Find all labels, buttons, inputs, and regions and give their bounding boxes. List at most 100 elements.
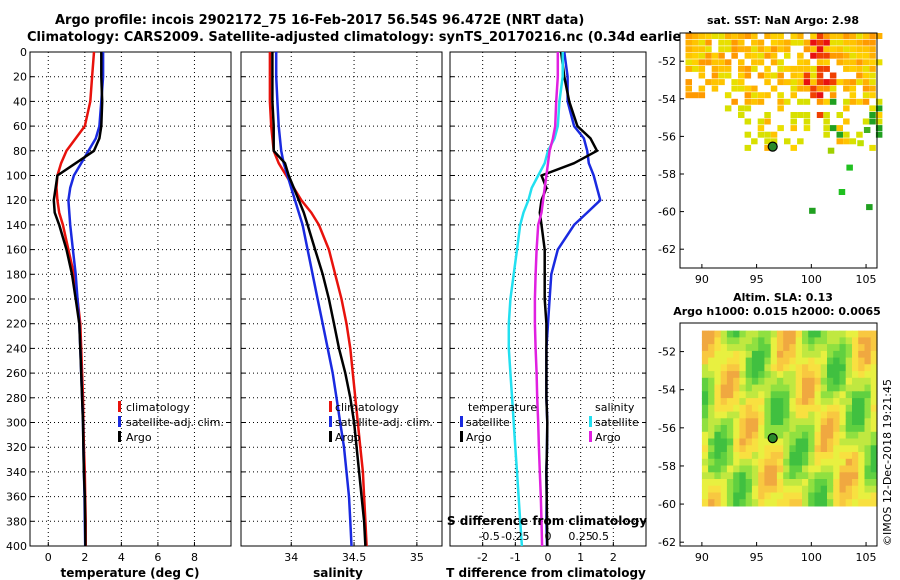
sla-cell <box>733 445 741 453</box>
sla-cell <box>845 364 853 372</box>
sla-cell <box>839 411 847 419</box>
sst-cell <box>751 39 758 46</box>
sst-cell <box>803 98 811 105</box>
x-tick-label: 35 <box>410 551 424 564</box>
sla-cell <box>814 330 822 338</box>
sla-cell <box>714 438 722 446</box>
sst-cell <box>711 33 719 39</box>
sst-cell <box>856 59 863 66</box>
sla-cell <box>870 492 878 500</box>
sla-cell <box>795 371 803 379</box>
sla-cell <box>733 425 741 433</box>
sla-cell <box>751 411 759 419</box>
sst-cell <box>838 189 846 195</box>
sla-map-float-marker <box>767 433 778 444</box>
sla-cell <box>820 418 828 426</box>
sla-cell <box>795 492 803 500</box>
sla-cell <box>751 492 759 500</box>
sla-cell <box>720 431 728 440</box>
sst-cell <box>810 79 817 86</box>
sst-cell <box>770 131 778 138</box>
sla-cell <box>808 452 816 460</box>
sst-cell <box>718 79 725 86</box>
sla-cell <box>839 384 847 392</box>
sla-map-cells <box>701 330 878 507</box>
sla-cell <box>776 485 784 493</box>
sst-cell <box>803 85 811 92</box>
sla-cell <box>858 377 866 386</box>
sla-cell <box>833 479 841 487</box>
sla-cell <box>745 357 753 365</box>
sla-cell <box>845 465 853 473</box>
sla-cell <box>852 391 859 399</box>
sst-cell <box>849 138 857 145</box>
sst-cell <box>757 118 765 125</box>
sla-cell <box>789 391 797 399</box>
sla-cell <box>864 438 872 446</box>
sst-cell <box>869 65 876 72</box>
sst-cell <box>685 39 692 46</box>
sla-cell <box>758 431 766 440</box>
depth-tick-label: 140 <box>6 219 27 232</box>
sst-cell <box>698 46 706 53</box>
sst-cell <box>829 52 837 59</box>
sst-cell <box>784 138 791 145</box>
sla-cell <box>858 391 866 399</box>
sla-cell <box>864 458 872 467</box>
sla-cell <box>701 479 709 487</box>
temperature-panel: 0204060801001201401601802002202402602803… <box>6 46 232 580</box>
sst-cell <box>862 52 870 59</box>
series-line-salinity-argo <box>533 52 560 547</box>
sst-cell <box>757 39 765 46</box>
sla-cell <box>783 418 791 426</box>
sla-cell <box>708 411 715 419</box>
sla-cell <box>758 377 766 386</box>
sla-cell <box>870 371 878 379</box>
sst-map: sat. SST: NaN Argo: 2.98 90 95 100 105 -52 -5… <box>658 14 883 286</box>
sla-cell <box>751 404 759 413</box>
sst-cell <box>711 65 719 72</box>
sst-cell <box>849 39 857 46</box>
sst-cell <box>862 98 870 105</box>
sla-cell <box>845 337 853 345</box>
sla-cell <box>776 377 784 386</box>
sla-cell <box>745 371 753 379</box>
sla-cell <box>770 377 778 386</box>
sla-cell <box>858 472 866 480</box>
sla-cell <box>764 337 772 345</box>
sst-cell <box>692 46 699 53</box>
sla-cell <box>839 492 847 500</box>
sla-cell <box>814 458 822 467</box>
sla-cell <box>808 479 816 487</box>
sla-cell <box>845 391 853 399</box>
depth-tick-label: 240 <box>6 342 27 355</box>
legend-satellite-adj-label: satellite-adj. clim. <box>335 416 433 429</box>
sla-cell <box>708 479 715 487</box>
sla-cell <box>839 330 847 338</box>
sla-cell <box>852 499 859 507</box>
sla-cell <box>870 411 878 419</box>
legend-temp-satellite-swatch <box>460 416 463 427</box>
sst-cell <box>757 59 765 66</box>
series-line-temperature-argo <box>538 51 599 547</box>
sla-cell <box>770 344 778 352</box>
sla-cell <box>864 492 872 500</box>
sla-cell <box>789 465 797 473</box>
sla-cell <box>802 384 809 392</box>
sla-cell <box>714 479 722 487</box>
sst-cell <box>875 112 883 118</box>
sla-cell <box>739 438 747 446</box>
depth-tick-label: 320 <box>6 441 27 454</box>
sla-cell <box>720 364 728 372</box>
sla-cell <box>870 425 878 433</box>
sst-cell <box>685 59 692 66</box>
sst-cell <box>816 92 824 99</box>
sla-cell <box>764 350 772 359</box>
sst-cell <box>856 39 863 46</box>
figure-title-line1: Argo profile: incois 2902172_75 16-Feb-2… <box>55 13 584 28</box>
sst-cell <box>744 46 752 53</box>
sst-cell <box>751 52 758 59</box>
sla-cell <box>820 371 828 379</box>
sst-cell <box>731 52 738 59</box>
sla-cell <box>726 438 734 446</box>
